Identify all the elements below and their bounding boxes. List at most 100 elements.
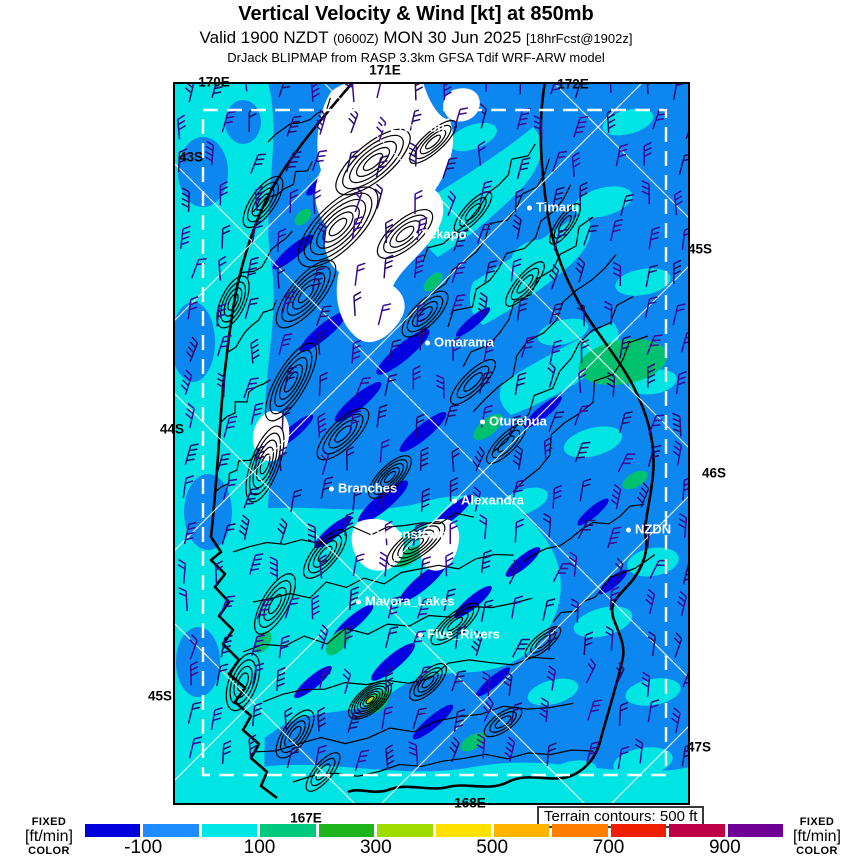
colorbar-tick: -100 xyxy=(124,837,163,858)
map-area: Erewhon Timaru Tekapo Omarama Oturehua Branch… xyxy=(173,82,690,805)
wind-barb xyxy=(451,261,467,283)
wind-barb xyxy=(478,371,493,394)
wind-barb xyxy=(551,150,568,172)
wind-barb xyxy=(647,444,662,467)
wind-barb xyxy=(550,82,565,95)
wind-barb xyxy=(678,512,688,538)
colorbar-legend-right: FIXED [ft/min] COLOR xyxy=(784,817,850,857)
wind-barb xyxy=(451,447,460,473)
chart-title: Vertical Velocity & Wind [kt] at 850mb xyxy=(238,3,594,25)
wind-barb xyxy=(570,598,579,623)
wind-barb xyxy=(435,374,445,399)
wind-barb xyxy=(374,183,384,209)
wind-barb xyxy=(614,662,625,688)
wind-barb xyxy=(236,82,248,92)
wind-barb xyxy=(552,563,571,583)
wind-barb xyxy=(238,514,250,540)
wind-barb xyxy=(542,598,556,621)
wind-barb xyxy=(511,638,530,658)
wind-barb xyxy=(618,701,629,726)
wind-barb xyxy=(551,186,565,210)
wind-barb xyxy=(180,369,193,395)
wind-barb xyxy=(510,702,523,726)
colorbar-legend-left: FIXED [ft/min] COLOR xyxy=(14,817,84,857)
wind-barb xyxy=(276,666,286,691)
wind-barb xyxy=(187,296,199,320)
wind-barb xyxy=(479,180,493,203)
wind-barb xyxy=(187,701,202,724)
wind-barb xyxy=(412,707,427,730)
colorbar-segment xyxy=(727,824,784,837)
valid-date: MON 30 Jun 2025 xyxy=(378,28,527,47)
wind-barb xyxy=(646,334,663,355)
wind-barb xyxy=(380,485,392,510)
wind-barb xyxy=(412,522,424,547)
wind-barb xyxy=(412,365,421,390)
wind-barb xyxy=(376,404,388,428)
wind-barb xyxy=(278,82,294,98)
wind-barb xyxy=(641,180,650,205)
place-label: Alexandra xyxy=(461,492,524,508)
wind-barb xyxy=(414,254,425,278)
wind-barb xyxy=(579,181,588,206)
wind-barb xyxy=(571,151,581,177)
wind-barb xyxy=(609,218,624,242)
wind-barb xyxy=(445,551,454,577)
wind-barb xyxy=(539,697,549,723)
grid-label: 47S xyxy=(686,739,712,755)
wind-barb xyxy=(576,301,585,327)
wind-barb xyxy=(416,217,428,241)
colorbar-tick: 500 xyxy=(476,837,509,858)
place-marker: Mavora_Lakes xyxy=(356,594,455,609)
wind-barb xyxy=(284,706,293,732)
wind-barb xyxy=(504,736,516,762)
wind-barb xyxy=(284,597,300,619)
wind-barb xyxy=(252,702,263,726)
forecast-age: [18hrFcst@1902z] xyxy=(526,31,633,46)
wind-barb xyxy=(673,190,683,215)
wind-barb xyxy=(483,696,494,722)
colorbar xyxy=(85,824,784,837)
wind-barb xyxy=(384,520,394,546)
wind-barb xyxy=(248,553,264,575)
place-marker: Omarama xyxy=(425,335,494,350)
wind-barb xyxy=(615,557,624,584)
west-coastline xyxy=(209,82,354,538)
wind-barb xyxy=(615,143,629,167)
wind-barb xyxy=(189,634,198,660)
validity-line: Valid 1900 NZDT (0600Z) MON 30 Jun 2025 … xyxy=(0,28,832,48)
wind-barb xyxy=(414,82,424,101)
wind-barb xyxy=(648,414,665,435)
wind-barb xyxy=(480,549,492,574)
wind-barb xyxy=(185,402,195,429)
colorbar-segment xyxy=(435,824,491,837)
wind-barb xyxy=(578,368,587,393)
place-dot xyxy=(527,205,532,211)
place-label: Branches xyxy=(338,480,398,496)
wind-barb xyxy=(610,483,622,510)
wind-barb xyxy=(354,262,366,286)
wind-barb xyxy=(454,625,467,649)
wind-barb xyxy=(641,522,651,548)
wind-barb xyxy=(179,225,191,249)
colorbar-tick: 300 xyxy=(359,837,392,858)
wind-barb xyxy=(645,264,658,288)
model-info-line: DrJack BLIPMAP from RASP 3.3km GFSA Tdif… xyxy=(227,50,605,65)
wind-barb xyxy=(618,411,633,434)
wind-barb xyxy=(216,452,231,475)
wind-barb xyxy=(307,523,317,548)
wind-barb xyxy=(514,188,524,213)
wind-barb xyxy=(312,189,322,215)
wind-barb xyxy=(346,150,360,173)
wind-barb xyxy=(510,258,522,282)
colorbar-segment xyxy=(85,824,141,837)
wind-barb xyxy=(384,373,398,397)
place-marker: Oturehua xyxy=(480,414,547,429)
wind-barb xyxy=(379,438,390,463)
wind-barb xyxy=(318,667,332,690)
wind-barb xyxy=(442,157,458,179)
wind-barb xyxy=(574,441,591,463)
wind-barb xyxy=(348,107,359,134)
wind-barb xyxy=(221,110,236,133)
graticule-layer xyxy=(173,82,690,805)
